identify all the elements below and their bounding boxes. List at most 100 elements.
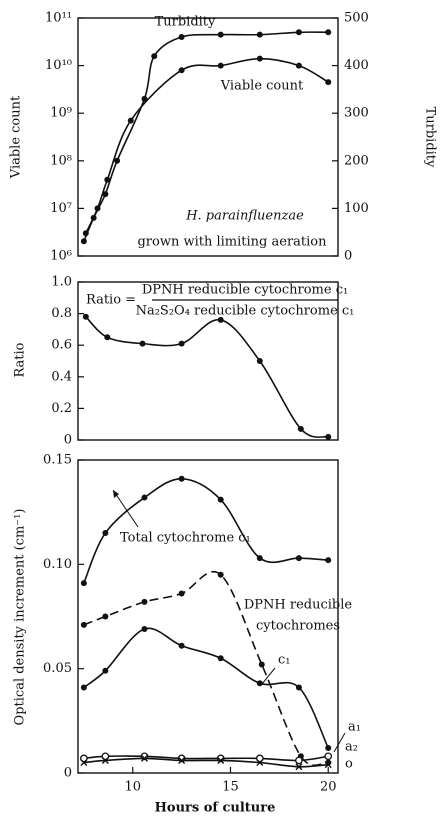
annotation: cytochromes bbox=[256, 619, 340, 634]
marker bbox=[127, 117, 134, 124]
marker bbox=[325, 29, 332, 36]
marker bbox=[114, 157, 121, 164]
annotation: Na₂S₂O₄ reducible cytochrome c₁ bbox=[136, 304, 355, 319]
series-label: a₁ bbox=[348, 720, 361, 735]
marker bbox=[102, 667, 109, 674]
marker bbox=[178, 475, 185, 482]
marker bbox=[140, 754, 148, 762]
y-tick-label: 10¹¹ bbox=[45, 11, 72, 26]
y-tick-label: 10⁷ bbox=[50, 201, 72, 216]
y-axis-label: Optical density increment (cm⁻¹) bbox=[13, 509, 28, 726]
marker bbox=[256, 555, 263, 562]
y-tick-label: 0.6 bbox=[51, 338, 72, 353]
annotation: grown with limiting aeration bbox=[137, 235, 327, 250]
y-tick-label: 10¹⁰ bbox=[45, 58, 72, 73]
y-tick-label: 0.4 bbox=[51, 369, 72, 384]
y2-tick-label: 100 bbox=[344, 201, 369, 216]
y2-tick-label: 400 bbox=[344, 58, 369, 73]
marker bbox=[80, 621, 87, 628]
marker bbox=[258, 661, 265, 668]
series-line bbox=[85, 316, 329, 438]
marker bbox=[151, 53, 158, 60]
series-line bbox=[83, 757, 329, 768]
marker bbox=[295, 756, 303, 765]
marker bbox=[80, 580, 87, 587]
panel-frame bbox=[77, 281, 339, 441]
marker bbox=[325, 79, 332, 86]
pointer bbox=[261, 667, 276, 685]
marker bbox=[295, 29, 302, 36]
y-axis-label: Viable count bbox=[9, 95, 24, 179]
marker bbox=[102, 530, 109, 537]
marker bbox=[256, 759, 264, 767]
series-label: a₂ bbox=[345, 740, 358, 755]
annotation: DPNH reducible bbox=[244, 598, 353, 613]
marker bbox=[256, 31, 263, 38]
series-label: c₁ bbox=[278, 653, 291, 668]
marker bbox=[217, 62, 224, 69]
marker bbox=[102, 191, 109, 198]
marker bbox=[217, 655, 224, 662]
y-tick-label: 10⁸ bbox=[50, 153, 72, 168]
y2-axis-label: Turbidity bbox=[423, 107, 438, 168]
y-tick-label: 1.0 bbox=[51, 275, 72, 290]
marker bbox=[102, 613, 109, 620]
panel-frame bbox=[77, 459, 339, 774]
y-tick-label: 0 bbox=[64, 433, 72, 448]
y-tick-label: 0.10 bbox=[43, 557, 72, 572]
marker bbox=[295, 62, 302, 69]
marker bbox=[217, 756, 225, 764]
y2-tick-label: 500 bbox=[344, 11, 369, 26]
marker bbox=[295, 763, 303, 771]
panel-frame bbox=[77, 17, 339, 257]
y-tick-label: 0.05 bbox=[43, 661, 72, 676]
marker bbox=[80, 238, 87, 245]
marker bbox=[217, 571, 224, 578]
marker bbox=[139, 340, 146, 347]
annotation: Ratio = bbox=[86, 293, 136, 308]
y-axis-label: Ratio bbox=[13, 342, 28, 377]
series-line bbox=[83, 627, 329, 749]
series-label: Viable count bbox=[220, 79, 304, 94]
marker bbox=[104, 334, 111, 341]
marker bbox=[256, 358, 263, 364]
pointer-head bbox=[113, 490, 119, 498]
y-tick-label: 10⁹ bbox=[50, 106, 72, 121]
marker bbox=[101, 756, 109, 764]
y-tick-label: 0 bbox=[64, 766, 72, 781]
marker bbox=[295, 684, 302, 691]
y2-tick-label: 300 bbox=[344, 106, 369, 121]
y-tick-label: 0.15 bbox=[43, 453, 72, 468]
marker bbox=[295, 555, 302, 562]
pointer bbox=[333, 732, 346, 753]
marker bbox=[80, 684, 87, 691]
marker bbox=[141, 626, 148, 633]
y-tick-label: 0.2 bbox=[51, 401, 72, 416]
marker bbox=[324, 752, 333, 761]
series-line bbox=[83, 477, 329, 584]
marker bbox=[217, 496, 224, 503]
marker bbox=[256, 55, 263, 62]
marker bbox=[178, 590, 185, 597]
marker bbox=[178, 34, 185, 41]
x-axis-label: Hours of culture bbox=[155, 801, 276, 816]
x-tick-label: 10 bbox=[124, 780, 141, 795]
marker bbox=[325, 557, 332, 564]
marker bbox=[256, 680, 263, 687]
marker bbox=[217, 31, 224, 38]
x-tick-label: 20 bbox=[320, 780, 337, 795]
marker bbox=[80, 759, 88, 767]
x-tick-label: 15 bbox=[222, 780, 239, 795]
marker bbox=[178, 340, 185, 347]
pointer bbox=[112, 489, 139, 528]
marker bbox=[178, 756, 186, 764]
marker bbox=[324, 761, 332, 769]
marker bbox=[82, 230, 89, 237]
marker bbox=[104, 176, 111, 183]
y2-tick-label: 200 bbox=[344, 153, 369, 168]
series-line bbox=[83, 571, 329, 766]
marker bbox=[82, 313, 89, 320]
y-tick-label: 0.8 bbox=[51, 306, 72, 321]
marker bbox=[94, 205, 101, 212]
